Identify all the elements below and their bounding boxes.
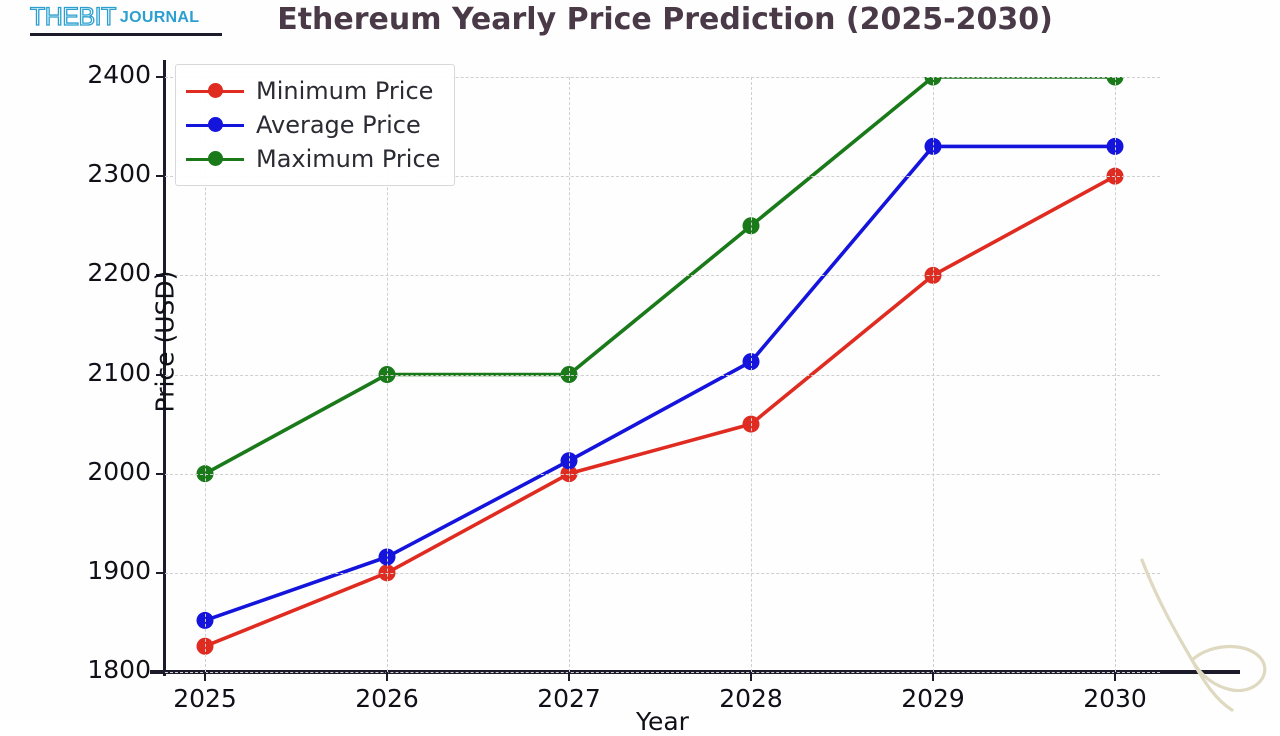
x-tick-label: 2028 — [719, 684, 783, 713]
gridline-vertical — [569, 77, 570, 672]
gridline-vertical — [1115, 77, 1116, 672]
y-tick-label: 1800 — [87, 655, 151, 684]
gridline-vertical — [205, 77, 206, 672]
x-tick-label: 2026 — [355, 684, 419, 713]
legend-item[interactable]: Average Price — [186, 108, 440, 142]
y-tick-label: 2200 — [87, 258, 151, 288]
legend-label-maximum-price: Maximum Price — [256, 145, 441, 173]
logo-primary-text: THEBIT — [29, 3, 117, 31]
gridline-horizontal — [165, 275, 1160, 277]
y-axis-label: Price (USD) — [150, 270, 180, 413]
gridline-horizontal — [165, 473, 1160, 475]
gridline-vertical — [751, 77, 752, 672]
series-line — [203, 174, 1117, 649]
series-line — [203, 144, 1117, 623]
legend-swatch-average-price — [186, 115, 244, 135]
y-axis-spine — [163, 60, 166, 676]
x-axis-label: Year — [636, 707, 689, 736]
x-tick-mark — [750, 672, 753, 681]
y-tick-mark — [156, 571, 165, 575]
x-tick-mark — [932, 672, 935, 681]
legend-item[interactable]: Maximum Price — [186, 142, 440, 176]
x-tick-label: 2025 — [173, 684, 237, 713]
y-tick-mark — [156, 472, 165, 475]
x-tick-mark — [386, 672, 389, 681]
x-tick-mark — [204, 672, 207, 681]
gridline-horizontal — [165, 374, 1160, 376]
legend-label-average-price: Average Price — [256, 111, 421, 139]
x-tick-label: 2029 — [901, 684, 965, 713]
y-tick-mark — [156, 671, 165, 674]
gridline-vertical — [387, 77, 388, 672]
legend-label-minimum-price: Minimum Price — [256, 77, 434, 105]
y-tick-label: 2000 — [87, 456, 151, 486]
legend-swatch-maximum-price — [186, 149, 244, 169]
x-tick-label: 2027 — [537, 684, 601, 713]
gridline-horizontal — [165, 176, 1160, 178]
gridline-vertical — [933, 77, 934, 672]
logo-secondary-text: JOURNAL — [119, 9, 200, 26]
x-tick-label: 2030 — [1083, 684, 1147, 713]
gridline-horizontal — [165, 672, 1160, 673]
y-tick-label: 1900 — [87, 555, 151, 585]
legend-swatch-minimum-price — [186, 81, 244, 101]
logo-underline — [30, 33, 222, 36]
series-line — [203, 77, 1117, 476]
y-tick-mark — [156, 175, 165, 178]
site-logo: THEBIT JOURNAL — [29, 3, 225, 35]
y-tick-label: 2300 — [87, 159, 151, 189]
plot-area: 1800 1900 2000 2100 2200 2300 2400 2025 2026 2027… — [87, 60, 1160, 736]
gridline-horizontal — [165, 77, 1160, 78]
y-tick-mark — [156, 274, 165, 277]
y-tick-mark — [156, 76, 165, 79]
chart-title: Ethereum Yearly Price Prediction (2025-2… — [277, 2, 1053, 37]
x-tick-mark — [568, 672, 571, 681]
gridline-horizontal — [165, 572, 1160, 574]
y-tick-label: 2400 — [87, 60, 151, 89]
x-tick-mark — [1114, 672, 1117, 681]
y-tick-label: 2100 — [87, 357, 151, 387]
legend-item[interactable]: Minimum Price — [186, 74, 440, 108]
chart-page: THEBIT JOURNAL Ethereum Yearly Price Pred… — [29, 2, 1267, 736]
y-tick-mark — [156, 373, 165, 376]
chart-legend: Minimum Price Average Price Maximum Pric… — [175, 64, 456, 186]
